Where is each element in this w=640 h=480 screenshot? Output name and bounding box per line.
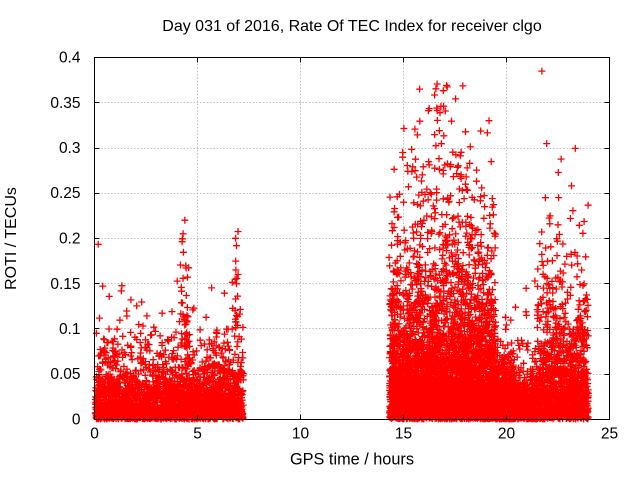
svg-text:GPS time / hours: GPS time / hours (290, 451, 414, 469)
svg-text:0: 0 (72, 412, 81, 429)
svg-text:Day 031 of 2016, Rate Of TEC I: Day 031 of 2016, Rate Of TEC Index for r… (162, 18, 542, 35)
svg-text:0.15: 0.15 (50, 276, 80, 293)
svg-text:0: 0 (90, 426, 99, 443)
svg-text:0.35: 0.35 (50, 95, 80, 112)
svg-text:0.1: 0.1 (59, 321, 81, 338)
svg-text:25: 25 (601, 426, 618, 443)
svg-text:0.25: 0.25 (50, 185, 80, 202)
svg-text:ROTI / TECUs: ROTI / TECUs (3, 187, 20, 290)
svg-text:0.05: 0.05 (50, 366, 80, 383)
svg-text:20: 20 (498, 426, 516, 443)
svg-text:0.3: 0.3 (59, 140, 81, 157)
svg-text:0.2: 0.2 (59, 231, 81, 248)
svg-text:0.4: 0.4 (59, 50, 81, 67)
svg-text:5: 5 (193, 426, 202, 443)
svg-text:15: 15 (395, 426, 412, 443)
svg-text:10: 10 (292, 426, 310, 443)
